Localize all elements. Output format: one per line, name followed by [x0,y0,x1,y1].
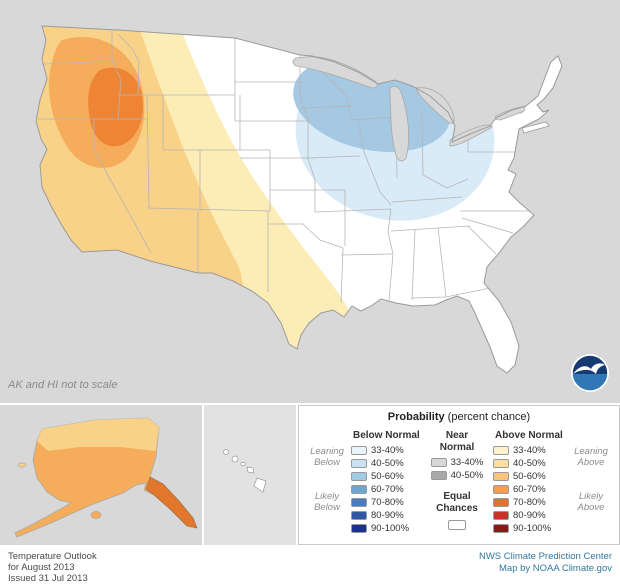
legend-row: 70-80% [351,496,423,509]
color-swatch [493,459,509,468]
legend-row: 50-60% [493,470,565,483]
footer-credit: NWS Climate Prediction Center Map by NOA… [478,551,612,574]
legend-row: 40-50% [351,457,423,470]
color-swatch [351,459,367,468]
great-lakes [292,56,526,162]
label-likely-below: Likely Below [314,491,340,513]
legend-row: 60-70% [351,483,423,496]
footer-title: Temperature Outlook for August 2013 Issu… [8,551,97,584]
equal-chances-swatch [448,520,466,530]
us-temperature-outlook-map: AK and HI not to scale [0,0,620,403]
hawaii-panel [204,405,296,545]
hawaii-islands [223,449,267,493]
legend-row: 33-40% [427,456,487,469]
kodiak-island [90,511,102,519]
legend-title-bold: Probability [387,411,445,423]
color-swatch [430,471,447,480]
below-normal-header: Below Normal [353,430,420,441]
legend-row: 60-70% [493,483,565,496]
legend-row: 80-90% [351,509,423,522]
legend-row: 40-50% [493,457,565,470]
long-island [521,121,550,134]
legend-column-above-normal: Above Normal 33-40% 40-50% 50-60% 60-70%… [493,430,565,535]
noaa-logo [571,354,609,392]
near-normal-header: Near Normal [439,430,475,453]
color-swatch [351,472,367,481]
color-swatch [493,446,509,455]
legend-title: Probability (percent chance) [299,411,619,423]
equal-chances-label: Equal Chances [436,491,478,514]
main-map-area: AK and HI not to scale [0,0,620,403]
color-swatch [351,524,367,533]
above-normal-region-60-70 [88,67,144,147]
legend-row: 70-80% [493,496,565,509]
legend-column-below-normal: Below Normal 33-40% 40-50% 50-60% 60-70%… [351,430,423,535]
footer: Temperature Outlook for August 2013 Issu… [0,547,620,585]
legend-row: 50-60% [351,470,423,483]
color-swatch [493,511,509,520]
label-likely-above: Likely Above [577,491,605,513]
lake-superior-icon [292,56,378,89]
color-swatch [493,498,509,507]
legend-title-suffix: (percent chance) [447,411,531,423]
color-swatch [493,524,509,533]
color-swatch [430,458,447,467]
alaska-region-above-40-50 [37,418,159,451]
inset-map [0,405,296,545]
lake-ontario-icon [495,106,526,121]
legend-column-near-normal: Near Normal 33-40% 40-50% Equal Chances [427,430,487,535]
legend-row: 33-40% [493,444,565,457]
legend-panel: Probability (percent chance) Leaning Bel… [298,405,620,545]
island-oahu [231,455,239,463]
island-molokai [240,462,246,466]
label-leaning-above: Leaning Above [574,446,608,468]
color-swatch [351,485,367,494]
color-swatch [493,485,509,494]
island-maui [246,466,255,474]
color-swatch [493,472,509,481]
above-normal-header: Above Normal [495,430,563,441]
color-swatch [351,446,367,455]
noaa-seagull-icon [573,363,605,374]
lake-erie-icon [449,124,493,147]
color-swatch [351,498,367,507]
st-lawrence-island [17,462,27,468]
alaska-hawaii-inset [0,405,296,545]
noaa-logo-sea [572,374,608,391]
label-leaning-below: Leaning Below [310,446,344,468]
alaska-panhandle-region [145,476,198,529]
color-swatch [351,511,367,520]
island-hawaii [253,477,267,493]
map-note: AK and HI not to scale [7,379,117,391]
legend-row: 90-100% [351,522,423,535]
legend-row: 40-50% [427,469,487,482]
legend-row: 33-40% [351,444,423,457]
lake-michigan-icon [389,86,410,162]
island-kauai [223,449,229,455]
legend-row: 90-100% [493,522,565,535]
us-outline [35,25,563,374]
equal-chances-block: Equal Chances [427,491,487,535]
legend-row: 80-90% [493,509,565,522]
